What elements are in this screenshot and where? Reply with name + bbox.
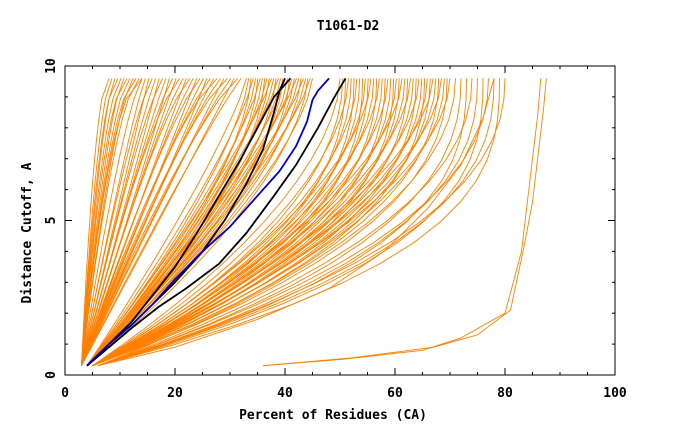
- highlight-curve: [86, 77, 330, 367]
- y-tick-label: 0: [44, 371, 59, 379]
- ticks-layer: 0 20 40 60 80 100 0 5 10: [44, 58, 627, 401]
- ensemble-curve: [97, 78, 489, 367]
- y-axis-label: Distance Cutoff, A: [20, 162, 35, 303]
- curves-layer: [81, 77, 547, 367]
- x-tick-label: 60: [387, 386, 403, 401]
- highlight-curve: [86, 77, 292, 367]
- x-tick-label: 20: [167, 386, 183, 401]
- y-tick-label: 10: [44, 58, 59, 74]
- ensemble-curve: [86, 78, 259, 367]
- outlier-curve: [262, 78, 542, 367]
- ensemble-curve: [92, 78, 445, 367]
- ensemble-curve: [81, 78, 235, 366]
- ensemble-curve: [81, 78, 140, 366]
- ensemble-curve: [86, 78, 304, 367]
- ensemble-curve: [81, 78, 221, 366]
- ensemble-curve: [81, 78, 238, 366]
- ensemble-curve: [92, 78, 442, 367]
- ensemble-curve: [81, 78, 211, 366]
- ensemble-curve: [81, 78, 143, 366]
- ensemble-curve: [86, 78, 254, 366]
- ensemble-curve: [92, 78, 437, 367]
- ensemble-curve: [86, 78, 272, 366]
- ensemble-curve: [81, 78, 201, 366]
- ensemble-curve: [92, 78, 411, 367]
- ensemble-curve: [81, 78, 242, 366]
- x-tick-label: 100: [603, 386, 627, 401]
- chart-title: T1061-D2: [317, 19, 380, 34]
- ensemble-curve: [81, 78, 191, 366]
- highlight-curve: [86, 77, 347, 367]
- ensemble-curve: [81, 78, 232, 366]
- x-tick-label: 40: [277, 386, 293, 401]
- ensemble-curve: [92, 78, 341, 367]
- ensemble-curve: [97, 78, 500, 367]
- ensemble-curve: [92, 78, 451, 367]
- ensemble-curve: [97, 78, 495, 367]
- ensemble-curve: [97, 78, 478, 367]
- ensemble-curve: [86, 78, 311, 367]
- ensemble-curve: [86, 78, 247, 366]
- ensemble-curve: [81, 78, 228, 366]
- x-tick-label: 0: [61, 386, 69, 401]
- y-tick-label: 5: [44, 217, 59, 225]
- ensemble-curve: [81, 78, 180, 366]
- ensemble-curve: [92, 78, 414, 367]
- ensemble-curve: [92, 78, 403, 367]
- ensemble-curve: [86, 78, 279, 366]
- ensemble-curve: [97, 78, 506, 367]
- x-tick-label: 80: [497, 386, 513, 401]
- ensemble-curve: [97, 78, 473, 367]
- ensemble-curve: [92, 78, 349, 367]
- ensemble-curve: [92, 78, 372, 367]
- ensemble-curve: [92, 78, 428, 367]
- x-axis-label: Percent of Residues (CA): [239, 408, 427, 423]
- ensemble-curve: [81, 78, 128, 366]
- ensemble-curve: [81, 78, 163, 366]
- ensemble-curve: [86, 78, 266, 367]
- ensemble-curve: [81, 78, 110, 366]
- ensemble-curve: [86, 78, 252, 366]
- ensemble-curve: [81, 78, 225, 366]
- outlier-curve: [262, 78, 547, 367]
- ensemble-curve: [92, 78, 420, 367]
- ensemble-curve: [92, 78, 448, 367]
- ensemble-curve: [97, 78, 456, 367]
- ensemble-curve: [81, 78, 204, 366]
- ensemble-curve: [81, 78, 218, 366]
- ensemble-curve: [81, 78, 215, 366]
- ensemble-curve: [92, 78, 380, 367]
- ensemble-curve: [92, 78, 434, 367]
- ensemble-curve: [97, 78, 462, 367]
- ensemble-curve: [81, 78, 143, 366]
- ensemble-curve: [86, 78, 298, 366]
- ensemble-curve: [92, 78, 389, 367]
- outlier-curve: [97, 78, 495, 367]
- ensemble-curve: [92, 78, 440, 367]
- ensemble-curve: [81, 78, 119, 366]
- ensemble-curve: [81, 78, 153, 366]
